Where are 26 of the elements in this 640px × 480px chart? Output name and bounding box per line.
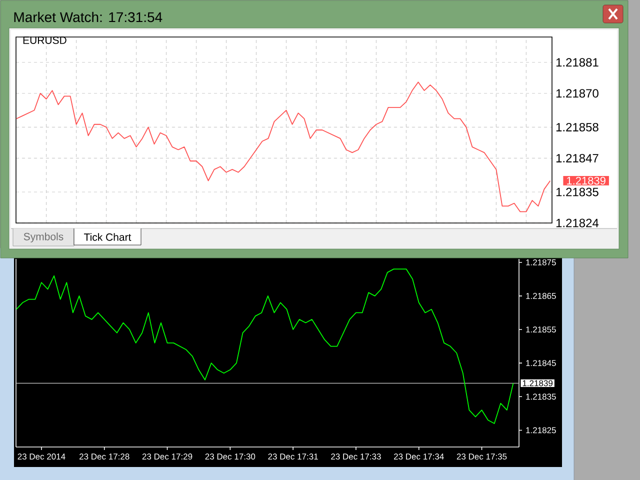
y-tick-label: 1.21870 — [556, 89, 598, 98]
x-tick-label: 23 Dec 2014 — [18, 453, 66, 460]
y-tick-label: 1.21855 — [526, 326, 556, 332]
y-tick-label: 1.21865 — [526, 292, 556, 299]
y-tick-label: 1.21881 — [556, 58, 598, 67]
ref-line-label: 1.21839 — [522, 380, 553, 386]
x-tick-label: 23 Dec 17:35 — [456, 453, 507, 460]
x-tick-label: 23 Dec 17:31 — [268, 453, 318, 460]
text: Tick Chart — [84, 233, 132, 241]
x-tick-label: 23 Dec 17:34 — [394, 453, 444, 460]
y-tick-label: 1.21824 — [556, 218, 599, 228]
x-tick-label: 23 Dec 17:28 — [80, 453, 130, 460]
text: Market Watch: 17:31:54 — [14, 12, 162, 22]
y-tick-label: 1.21835 — [556, 188, 598, 196]
y-tick-label: 1.21858 — [556, 122, 598, 132]
y-tick-label: 1.21847 — [556, 154, 598, 162]
y-tick-label: 1.21845 — [526, 360, 556, 366]
x-tick-label: 23 Dec 17:33 — [331, 453, 381, 460]
y-tick-label: 1.21875 — [526, 259, 556, 266]
text: 1.21839 — [567, 176, 606, 185]
text: Symbols — [24, 232, 64, 242]
y-tick-label: 1.21825 — [526, 427, 556, 434]
x-tick-label: 23 Dec 17:29 — [142, 453, 192, 460]
y-tick-label: 1.21835 — [526, 394, 556, 400]
chart-title: EURUSD — [23, 36, 66, 44]
x-tick-label: 23 Dec 17:30 — [205, 453, 256, 460]
